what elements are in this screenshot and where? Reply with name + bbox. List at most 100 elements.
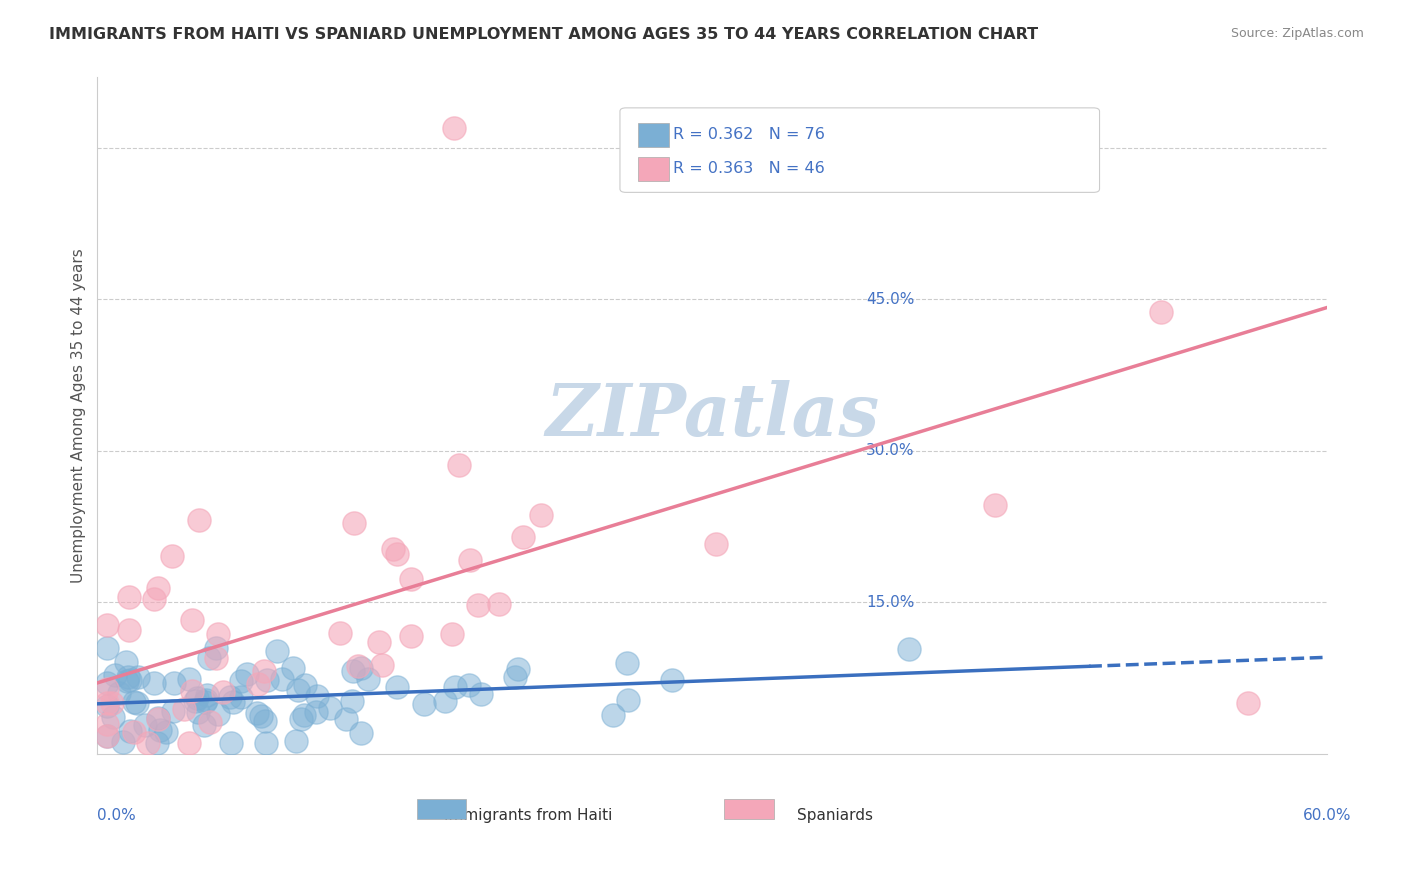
Text: Immigrants from Haiti: Immigrants from Haiti [443, 807, 612, 822]
Point [193, 718, 215, 732]
Point [342, 694, 364, 708]
Point [602, 708, 624, 723]
Point [115, 655, 138, 669]
Point [470, 687, 492, 701]
Point [180, 613, 202, 627]
Point [146, 581, 169, 595]
Point [287, 683, 309, 698]
Point [285, 734, 308, 748]
Point [704, 537, 727, 551]
Point [96, 699, 118, 714]
Point [283, 661, 305, 675]
Point [219, 736, 242, 750]
Point [146, 712, 169, 726]
Point [253, 664, 276, 678]
Point [219, 690, 242, 704]
Point [246, 676, 269, 690]
Point [179, 672, 201, 686]
Point [125, 696, 148, 710]
FancyBboxPatch shape [418, 799, 467, 819]
Point [1150, 305, 1173, 319]
Point [661, 673, 683, 687]
Point [112, 735, 135, 749]
Point [616, 656, 638, 670]
Point [186, 691, 208, 706]
Point [163, 676, 186, 690]
Point [184, 693, 207, 707]
Point [368, 635, 391, 649]
Point [898, 641, 921, 656]
Point [197, 651, 219, 665]
Point [371, 658, 394, 673]
Point [305, 689, 328, 703]
Point [335, 713, 357, 727]
Point [254, 714, 277, 729]
Text: R = 0.363   N = 46: R = 0.363 N = 46 [673, 161, 824, 177]
Point [136, 736, 159, 750]
Point [235, 667, 257, 681]
Point [197, 688, 219, 702]
Point [387, 547, 409, 561]
Point [271, 672, 294, 686]
Text: Spaniards: Spaniards [797, 807, 873, 822]
Text: 15.0%: 15.0% [866, 595, 914, 609]
Point [120, 724, 142, 739]
Point [160, 549, 183, 563]
Point [100, 696, 122, 710]
Point [231, 690, 253, 705]
Point [212, 685, 235, 699]
Point [616, 693, 638, 707]
Point [249, 708, 271, 723]
Point [350, 726, 373, 740]
Point [118, 590, 141, 604]
Point [440, 626, 463, 640]
Point [205, 641, 228, 656]
Point [96, 682, 118, 697]
Point [149, 723, 172, 737]
Point [162, 704, 184, 718]
Text: 60.0%: 60.0% [866, 141, 914, 155]
Point [357, 672, 380, 686]
Point [984, 498, 1007, 512]
Point [530, 508, 553, 522]
Point [503, 670, 526, 684]
Point [122, 695, 145, 709]
Point [444, 681, 467, 695]
Point [180, 684, 202, 698]
Text: 60.0%: 60.0% [1303, 807, 1351, 822]
Text: IMMIGRANTS FROM HAITI VS SPANIARD UNEMPLOYMENT AMONG AGES 35 TO 44 YEARS CORRELA: IMMIGRANTS FROM HAITI VS SPANIARD UNEMPL… [49, 27, 1039, 42]
Point [122, 724, 145, 739]
Text: 45.0%: 45.0% [866, 292, 914, 307]
Point [103, 709, 125, 723]
Point [449, 458, 471, 473]
Point [434, 694, 457, 708]
Point [1236, 696, 1258, 710]
Point [207, 626, 229, 640]
Point [96, 618, 118, 632]
Point [246, 706, 269, 720]
Point [143, 591, 166, 606]
Point [319, 701, 342, 715]
Point [134, 718, 156, 732]
Point [118, 673, 141, 688]
Point [290, 712, 312, 726]
Point [266, 643, 288, 657]
Point [96, 729, 118, 743]
Point [117, 670, 139, 684]
Point [146, 710, 169, 724]
Point [96, 696, 118, 710]
Point [207, 706, 229, 721]
Point [382, 542, 405, 557]
Point [508, 662, 530, 676]
Text: 30.0%: 30.0% [866, 443, 914, 458]
Point [104, 668, 127, 682]
Point [254, 736, 277, 750]
FancyBboxPatch shape [620, 108, 1099, 193]
Point [256, 673, 278, 687]
Point [412, 697, 434, 711]
Point [347, 658, 370, 673]
Point [399, 629, 422, 643]
Point [443, 120, 465, 135]
Point [221, 695, 243, 709]
Point [142, 675, 165, 690]
